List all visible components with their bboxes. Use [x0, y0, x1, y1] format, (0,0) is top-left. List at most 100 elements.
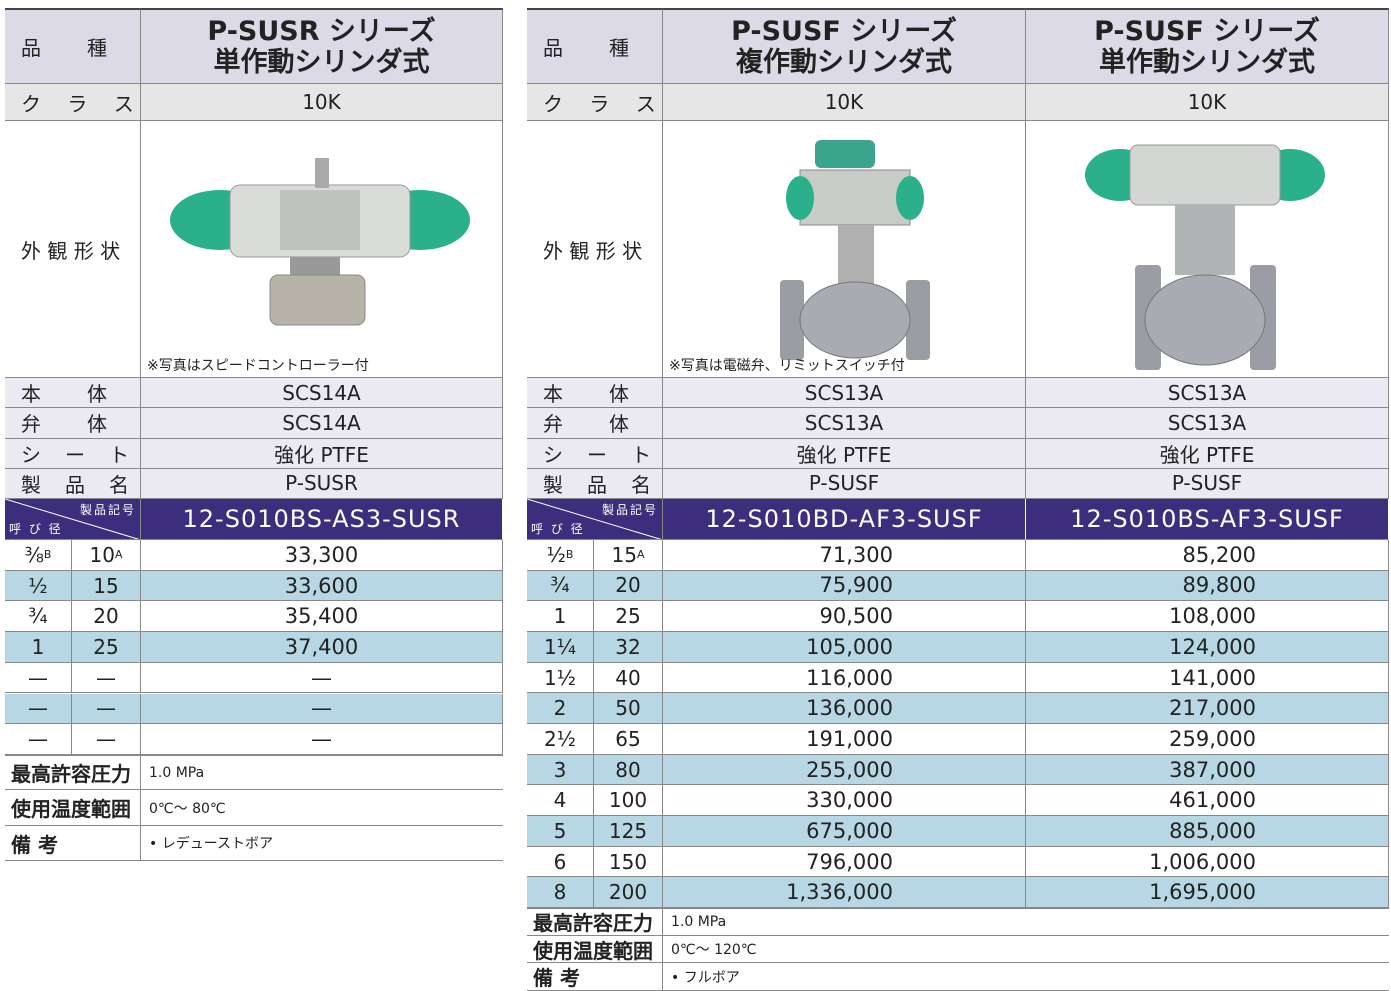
spec-label: 弁 体 [527, 408, 663, 439]
spec-label: 製 品 名 [527, 468, 663, 499]
title-line: P-SUSF シリーズ [1094, 15, 1320, 47]
note-value: • フルボア [663, 963, 1389, 991]
title-line: P-SUSF シリーズ [731, 15, 957, 47]
note-label: 備 考 [527, 963, 663, 991]
spec-value: P-SUSF [663, 468, 1026, 499]
inch-unit: B [565, 548, 574, 562]
note-value: 0℃～ 80℃ [141, 790, 503, 826]
spec-value: SCS13A [1026, 408, 1389, 439]
mm: 15 [93, 573, 119, 598]
spec-value: 強化 PTFE [663, 438, 1026, 469]
price: 1,006,000 [1026, 846, 1389, 878]
note-label: 使用温度範囲 [5, 790, 141, 826]
mm: 200 [608, 880, 648, 905]
product-code: 12-S010BS-AS3-SUSR [141, 499, 503, 540]
mm: 125 [608, 818, 648, 843]
title-line: 単作動シリンダ式 [213, 46, 430, 78]
note-value: 0℃～ 120℃ [663, 936, 1389, 964]
size-mm: 40 [594, 662, 663, 694]
spec-label: 弁 体 [5, 408, 141, 439]
mm: 32 [615, 634, 641, 659]
header-label: 品 種 [527, 8, 663, 84]
note-label: 備 考 [5, 825, 141, 862]
note-value: • レデューストボア [141, 826, 503, 862]
price: 387,000 [1026, 754, 1389, 786]
size-inch: — [5, 662, 72, 694]
product-code: 12-S010BD-AF3-SUSF [663, 499, 1026, 540]
size-mm: 15 A [594, 540, 663, 571]
size-inch: — [5, 693, 72, 725]
inch: 1¼ [543, 634, 577, 659]
size-mm: 20 [594, 570, 663, 602]
inch: — [28, 665, 48, 690]
size-mm: 50 [594, 693, 663, 724]
size-mm: 125 [594, 816, 663, 847]
code-label: 製品記号 [601, 503, 658, 517]
appearance-label: 外 観 形 状 [5, 121, 141, 378]
appearance-cell: ※写真はスピードコントローラー付 [141, 121, 503, 378]
inch: 1½ [543, 665, 577, 690]
mm: — [96, 727, 116, 752]
header-title: P-SUSF シリーズ 複作動シリンダ式 [663, 8, 1026, 84]
mm: 25 [93, 634, 119, 659]
inch: 4 [553, 788, 567, 813]
size-mm: 100 [594, 785, 663, 817]
inch: 2½ [543, 726, 577, 751]
note-label: 最高許容圧力 [5, 754, 141, 791]
class-label: ク ラ ス [5, 84, 141, 121]
product-code: 12-S010BS-AF3-SUSF [1026, 499, 1389, 540]
price: 1,336,000 [663, 877, 1026, 909]
diagonal [527, 499, 662, 539]
size-mm: 150 [594, 846, 663, 878]
inch: — [28, 727, 48, 752]
price: 89,800 [1026, 570, 1389, 602]
price: 1,695,000 [1026, 877, 1389, 909]
price: 796,000 [663, 846, 1026, 878]
size-mm: 25 [72, 632, 141, 663]
spec-value: SCS13A [663, 408, 1026, 439]
size-mm: 20 [72, 601, 141, 633]
size-label: 呼 び 径 [531, 522, 585, 536]
mm: 20 [615, 573, 641, 598]
size-mm: — [72, 724, 141, 755]
size-inch: 8 [527, 877, 594, 909]
price: 461,000 [1026, 785, 1389, 817]
inch: ½ [28, 573, 48, 598]
size-inch: 1 [5, 632, 72, 663]
price: 35,400 [141, 601, 503, 633]
spec-label: 本 体 [527, 378, 663, 409]
size-label: 呼 び 径 [9, 522, 63, 536]
size-code-header: 製品記号呼 び 径 [527, 499, 663, 540]
size-inch: 3 [527, 754, 594, 786]
price: — [141, 724, 503, 755]
inch-unit: B [43, 548, 52, 562]
size-mm: 25 [594, 601, 663, 632]
price: 33,600 [141, 570, 503, 602]
size-inch: 4 [527, 785, 594, 817]
class-value: 10K [1026, 84, 1389, 121]
size-inch: 5 [527, 816, 594, 847]
mm: — [96, 696, 116, 721]
size-inch: 1¼ [527, 632, 594, 663]
mm-unit: A [636, 548, 645, 562]
size-inch: ½ [5, 570, 72, 602]
price: 885,000 [1026, 816, 1389, 847]
inch: 2 [553, 696, 567, 721]
size-mm: 32 [594, 632, 663, 663]
price: 675,000 [663, 816, 1026, 847]
mm: 40 [615, 665, 641, 690]
price: 217,000 [1026, 693, 1389, 724]
price: — [141, 693, 503, 725]
mm: 80 [615, 757, 641, 782]
class-label: ク ラ ス [527, 84, 663, 121]
photo-actuator-left [170, 158, 470, 326]
size-inch: 1 [527, 601, 594, 632]
mm: 150 [608, 849, 648, 874]
spec-value: SCS14A [141, 408, 503, 439]
price: 105,000 [663, 632, 1026, 663]
note-label: 最高許容圧力 [527, 908, 663, 936]
spec-value: P-SUSR [141, 468, 503, 499]
size-inch: ¾ [527, 570, 594, 602]
